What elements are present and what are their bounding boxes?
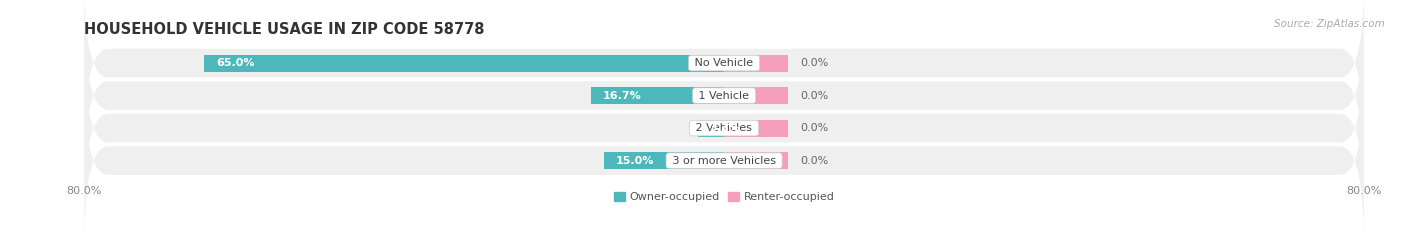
Text: 3 or more Vehicles: 3 or more Vehicles (669, 156, 779, 166)
Bar (724, 152, 787, 169)
FancyBboxPatch shape (84, 0, 1364, 146)
Bar (591, 87, 724, 104)
Text: 0.0%: 0.0% (800, 123, 828, 133)
Bar (724, 55, 787, 72)
FancyBboxPatch shape (84, 45, 1364, 211)
Text: No Vehicle: No Vehicle (692, 58, 756, 68)
Bar (204, 55, 724, 72)
Bar (724, 87, 787, 104)
Text: 16.7%: 16.7% (603, 91, 641, 101)
Text: 1 Vehicle: 1 Vehicle (696, 91, 752, 101)
Text: 3.3%: 3.3% (710, 123, 741, 133)
FancyBboxPatch shape (84, 77, 1364, 233)
Text: HOUSEHOLD VEHICLE USAGE IN ZIP CODE 58778: HOUSEHOLD VEHICLE USAGE IN ZIP CODE 5877… (84, 22, 485, 37)
Text: 0.0%: 0.0% (800, 156, 828, 166)
Bar (605, 152, 724, 169)
Text: 65.0%: 65.0% (217, 58, 254, 68)
Text: Source: ZipAtlas.com: Source: ZipAtlas.com (1274, 19, 1385, 29)
Text: 0.0%: 0.0% (800, 58, 828, 68)
Text: 2 Vehicles: 2 Vehicles (692, 123, 756, 133)
Text: 15.0%: 15.0% (616, 156, 655, 166)
FancyBboxPatch shape (84, 12, 1364, 179)
Bar (724, 120, 787, 137)
Text: 0.0%: 0.0% (800, 91, 828, 101)
Bar (697, 120, 724, 137)
Legend: Owner-occupied, Renter-occupied: Owner-occupied, Renter-occupied (609, 188, 839, 207)
